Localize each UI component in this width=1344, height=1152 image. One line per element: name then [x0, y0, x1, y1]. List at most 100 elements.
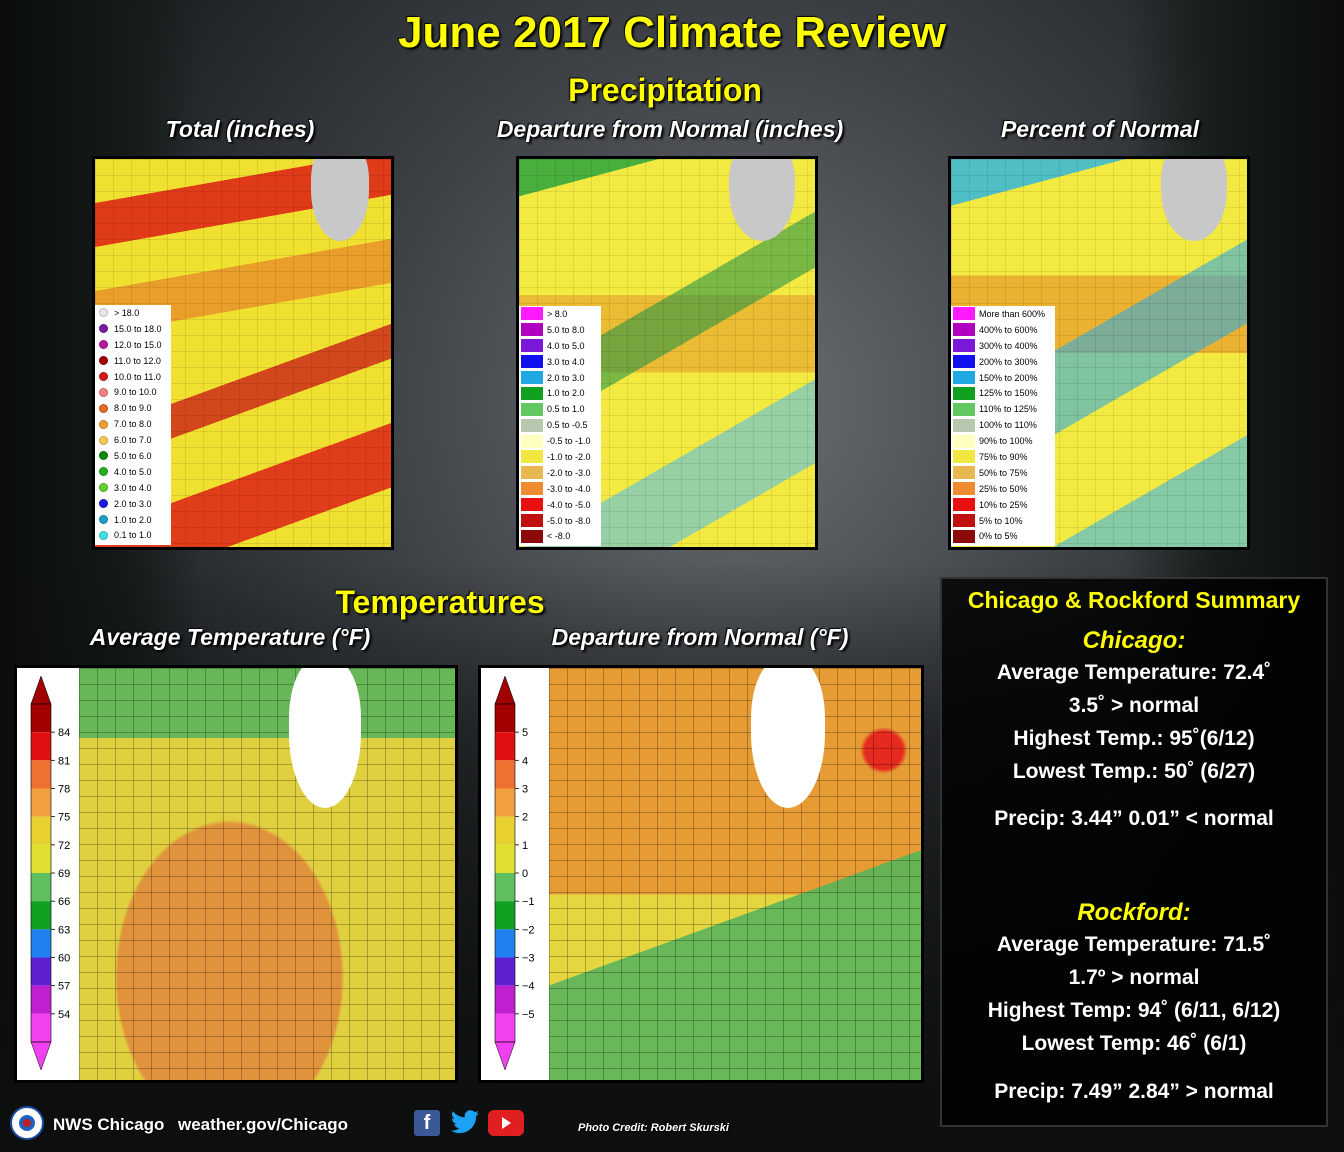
- legend-swatch: [521, 529, 543, 543]
- colorbar-segment: [31, 732, 51, 761]
- colorbar-segment: [495, 873, 515, 902]
- legend-label: 9.0 to 10.0: [114, 387, 157, 398]
- legend-entry: 4.0 to 5.0: [95, 464, 171, 480]
- lake-michigan: [311, 159, 369, 241]
- legend-swatch: [99, 372, 108, 381]
- legend-entry: 1.0 to 2.0: [519, 385, 601, 401]
- avg-temp-map-title: Average Temperature (°F): [89, 624, 371, 650]
- lake-michigan: [1161, 159, 1227, 241]
- main-title: June 2017 Climate Review: [398, 8, 946, 57]
- colorbar-segment: [495, 1013, 515, 1042]
- legend-entry: 1.0 to 2.0: [95, 512, 171, 528]
- legend-entry: 0.5 to 1.0: [519, 401, 601, 417]
- legend-entry: 5% to 10%: [951, 513, 1055, 529]
- legend-swatch: [953, 386, 975, 400]
- colorbar-tick-label: 4: [522, 755, 528, 767]
- temp-departure-map-title: Departure from Normal (°F): [551, 624, 849, 650]
- colorbar-segment: [31, 816, 51, 845]
- chicago-low-temp: Lowest Temp.: 50˚ (6/27): [1012, 760, 1256, 783]
- colorbar-tick-label: 72: [58, 840, 70, 852]
- rockford-low-temp: Lowest Temp: 46˚ (6/1): [1021, 1032, 1247, 1055]
- legend-label: 10.0 to 11.0: [114, 371, 161, 382]
- twitter-icon[interactable]: [450, 1109, 480, 1137]
- lake-michigan: [751, 668, 825, 808]
- precip-departure-legend: > 8.0 5.0 to 8.0 4.0 to 5.0 3.0 to 4.0 2.0 t…: [519, 306, 601, 546]
- legend-swatch: [99, 403, 108, 413]
- footer-url-link[interactable]: weather.gov/Chicago: [178, 1115, 349, 1134]
- legend-entry: 12.0 to 15.0: [95, 337, 171, 353]
- legend-swatch: [953, 339, 975, 353]
- colorbar-top-arrow: [494, 675, 516, 705]
- legend-entry: 2.0 to 3.0: [95, 496, 171, 512]
- legend-label: 5.0 to 8.0: [547, 324, 585, 335]
- photo-credit: Photo Credit: Robert Skurski: [578, 1122, 729, 1134]
- legend-label: 50% to 75%: [979, 467, 1028, 478]
- colorbar-tick-label: 81: [58, 755, 70, 767]
- legend-label: -0.5 to -1.0: [547, 436, 591, 447]
- legend-label: 12.0 to 15.0: [114, 339, 162, 350]
- legend-swatch: [99, 387, 108, 397]
- colorbar-segment: [495, 844, 515, 873]
- rockford-heading: Rockford:: [1077, 899, 1191, 926]
- temp-departure-colorbar: 5 4 3 2 1 0 −1 −2 −3 −4 −5: [481, 668, 549, 1080]
- legend-entry: 0.1 to 1.0: [95, 527, 171, 543]
- precip-section-title: Precipitation: [568, 72, 762, 108]
- legend-swatch: [953, 355, 975, 369]
- legend-swatch: [953, 498, 975, 512]
- colorbar-segment: [495, 901, 515, 930]
- legend-entry: 10.0 to 11.0: [95, 369, 171, 385]
- legend-label: 1.0 to 2.0: [114, 514, 152, 525]
- colorbar-tick-label: −2: [522, 924, 535, 936]
- colorbar-segment: [31, 985, 51, 1014]
- legend-swatch: [99, 435, 108, 445]
- colorbar-tick-label: −4: [522, 981, 535, 993]
- legend-swatch: [521, 323, 543, 337]
- legend-swatch: [521, 482, 543, 496]
- legend-label: -3.0 to -4.0: [547, 483, 591, 494]
- avg-temp-colorbar-graphic: 84 81 78 75 72 69 66 63 60 57 54: [30, 675, 70, 1071]
- legend-entry: 15.0 to 18.0: [95, 321, 171, 337]
- legend-swatch: [953, 371, 975, 384]
- summary-title: Chicago & Rockford Summary: [967, 587, 1301, 613]
- legend-swatch: [953, 323, 975, 337]
- colorbar-segment: [495, 704, 515, 733]
- colorbar-tick-label: −3: [522, 953, 535, 965]
- legend-entry: -2.0 to -3.0: [519, 465, 601, 481]
- legend-swatch: [521, 386, 543, 400]
- legend-label: 5% to 10%: [979, 515, 1023, 526]
- legend-entry: 3.0 to 4.0: [519, 354, 601, 370]
- legend-label: -5.0 to -8.0: [547, 515, 591, 526]
- colorbar-tick-label: −5: [522, 1009, 535, 1021]
- legend-swatch: [99, 356, 108, 366]
- legend-entry: 9.0 to 10.0: [95, 384, 171, 400]
- legend-swatch: [521, 514, 543, 528]
- youtube-icon[interactable]: [488, 1110, 524, 1136]
- lake-michigan: [729, 159, 795, 241]
- legend-label: 2.0 to 3.0: [114, 498, 152, 509]
- legend-label: 2.0 to 3.0: [547, 372, 585, 383]
- legend-swatch: [953, 450, 975, 464]
- rockford-avg-temp: Average Temperature: 71.5˚: [996, 933, 1272, 956]
- colorbar-segment: [31, 844, 51, 873]
- legend-label: 10% to 25%: [979, 499, 1028, 510]
- legend-entry: -1.0 to -2.0: [519, 449, 601, 465]
- legend-entry: 25% to 50%: [951, 481, 1055, 497]
- legend-entry: 50% to 75%: [951, 465, 1055, 481]
- legend-entry: 100% to 110%: [951, 417, 1055, 433]
- facebook-icon[interactable]: f: [414, 1110, 440, 1136]
- colorbar-segment: [31, 704, 51, 733]
- legend-swatch: [99, 467, 108, 477]
- legend-entry: 8.0 to 9.0: [95, 400, 171, 416]
- footer-org: NWS Chicago: [53, 1115, 165, 1134]
- colorbar-tick-label: 5: [522, 727, 528, 739]
- colorbar-tick-label: 66: [58, 896, 70, 908]
- legend-swatch: [521, 450, 543, 464]
- colorbar-segment: [31, 1013, 51, 1042]
- legend-label: 110% to 125%: [979, 404, 1037, 415]
- temp-departure-panel: 5 4 3 2 1 0 −1 −2 −3 −4 −5: [478, 665, 924, 1083]
- legend-entry: > 18.0: [95, 305, 171, 321]
- legend-swatch: [521, 371, 543, 384]
- legend-label: 3.0 to 4.0: [114, 482, 152, 493]
- legend-swatch: [953, 482, 975, 496]
- legend-entry: 11.0 to 12.0: [95, 353, 171, 369]
